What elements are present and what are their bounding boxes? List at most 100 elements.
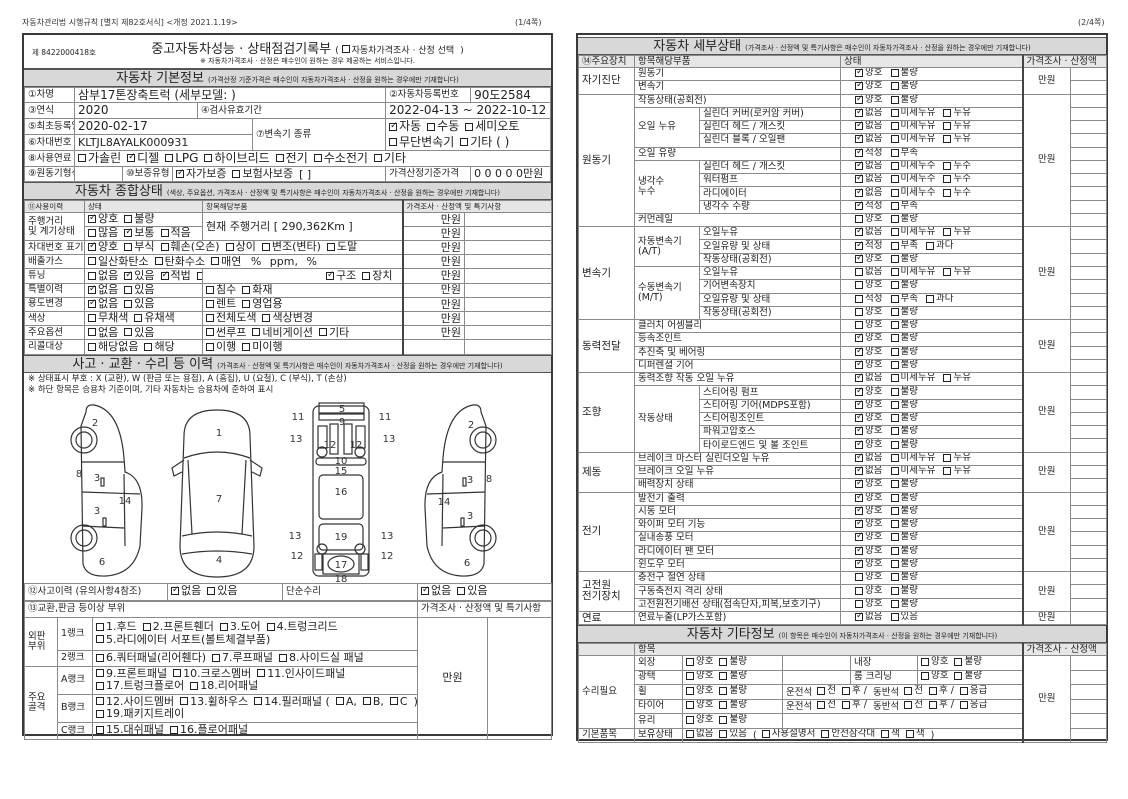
checkbox-unchecked-icon[interactable] xyxy=(841,701,850,710)
checkbox-checked-icon[interactable] xyxy=(855,148,864,157)
checkbox-option[interactable]: 후 / xyxy=(841,686,867,696)
checkbox-unchecked-icon[interactable] xyxy=(890,215,899,224)
checkbox-option[interactable]: 양호 xyxy=(88,242,118,253)
checkbox-unchecked-icon[interactable] xyxy=(719,715,728,724)
checkbox-option[interactable]: 전기 xyxy=(275,152,308,165)
checkbox-unchecked-icon[interactable] xyxy=(207,587,216,596)
checkbox-option[interactable]: 보통 xyxy=(124,228,155,239)
checkbox-unchecked-icon[interactable] xyxy=(890,613,899,622)
checkbox-option[interactable]: 도말 xyxy=(326,242,357,253)
checkbox-option[interactable]: 후 / xyxy=(928,700,954,710)
checkbox-unchecked-icon[interactable] xyxy=(196,271,202,280)
checkbox-option[interactable]: 무단변속기 xyxy=(389,136,454,149)
checkbox-unchecked-icon[interactable] xyxy=(124,328,133,337)
checkbox-option[interactable]: 렌트 xyxy=(206,298,236,309)
checkbox-unchecked-icon[interactable] xyxy=(389,138,398,147)
checkbox-unchecked-icon[interactable] xyxy=(855,215,864,224)
checkbox-unchecked-icon[interactable] xyxy=(928,686,937,695)
checkbox-checked-icon[interactable] xyxy=(855,374,864,383)
checkbox-unchecked-icon[interactable] xyxy=(88,257,96,266)
checkbox-option[interactable]: 자동차가격조사 · 산정 선택 xyxy=(341,43,454,56)
checkbox-unchecked-icon[interactable] xyxy=(341,45,350,53)
checkbox-unchecked-icon[interactable] xyxy=(261,243,270,252)
checkbox-unchecked-icon[interactable] xyxy=(954,657,963,666)
checkbox-unchecked-icon[interactable] xyxy=(890,347,899,356)
checkbox-checked-icon[interactable] xyxy=(855,466,864,476)
checkbox-option[interactable]: 적정 xyxy=(855,294,883,304)
checkbox-checked-icon[interactable] xyxy=(855,69,864,78)
checkbox-option[interactable]: 양호 xyxy=(855,82,883,92)
checkbox-option[interactable]: 8.사이드실 패널 xyxy=(279,652,364,664)
checkbox-unchecked-icon[interactable] xyxy=(855,268,864,277)
checkbox-checked-icon[interactable] xyxy=(326,270,335,280)
checkbox-checked-icon[interactable] xyxy=(855,480,864,489)
checkbox-unchecked-icon[interactable] xyxy=(890,400,899,409)
price-survey-option[interactable]: 자동차가격조사 · 산정 선택 xyxy=(341,43,461,56)
checkbox-option[interactable]: 구조 xyxy=(326,270,356,281)
checkbox-option[interactable]: 없음 xyxy=(88,270,118,281)
checkbox-unchecked-icon[interactable] xyxy=(389,697,398,706)
checkbox-option[interactable]: 부식 xyxy=(124,242,155,253)
checkbox-option[interactable]: 양호 xyxy=(855,387,883,397)
checkbox-option[interactable]: 양호 xyxy=(855,334,883,344)
checkbox-checked-icon[interactable] xyxy=(855,135,864,144)
checkbox-checked-icon[interactable] xyxy=(389,121,398,131)
checkbox-unchecked-icon[interactable] xyxy=(686,672,694,681)
checkbox-option[interactable]: 11.인사이드패널 xyxy=(257,668,345,680)
checkbox-unchecked-icon[interactable] xyxy=(890,268,899,277)
checkbox-option[interactable]: 있음 xyxy=(457,585,488,597)
checkbox-option[interactable]: 불량 xyxy=(719,657,747,667)
checkbox-option[interactable]: 양호 xyxy=(686,686,713,696)
checkbox-option[interactable]: 없음 xyxy=(855,466,883,476)
checkbox-option[interactable]: 전 xyxy=(817,686,836,696)
checkbox-unchecked-icon[interactable] xyxy=(335,697,344,706)
checkbox-unchecked-icon[interactable] xyxy=(928,701,937,710)
checkbox-unchecked-icon[interactable] xyxy=(465,122,474,131)
checkbox-option[interactable]: 변조(변타) xyxy=(261,242,321,253)
checkbox-option[interactable]: 불량 xyxy=(890,573,918,583)
checkbox-option[interactable]: 불량 xyxy=(890,321,918,331)
checkbox-unchecked-icon[interactable] xyxy=(890,148,899,157)
checkbox-option[interactable]: 15.대쉬패널 xyxy=(96,724,164,736)
checkbox-option[interactable]: 불량 xyxy=(954,657,982,667)
checkbox-checked-icon[interactable] xyxy=(124,270,133,280)
checkbox-unchecked-icon[interactable] xyxy=(326,243,335,252)
checkbox-unchecked-icon[interactable] xyxy=(890,467,899,476)
checkbox-checked-icon[interactable] xyxy=(855,612,864,622)
checkbox-option[interactable]: 불량 xyxy=(890,427,918,437)
checkbox-option[interactable]: 누유 xyxy=(943,228,971,238)
checkbox-option[interactable]: 누유 xyxy=(943,135,971,145)
checkbox-unchecked-icon[interactable] xyxy=(890,427,899,436)
checkbox-option[interactable]: 불량 xyxy=(890,533,918,543)
checkbox-unchecked-icon[interactable] xyxy=(890,241,899,250)
checkbox-unchecked-icon[interactable] xyxy=(855,321,864,330)
checkbox-unchecked-icon[interactable] xyxy=(943,453,952,462)
checkbox-unchecked-icon[interactable] xyxy=(219,622,228,631)
checkbox-option[interactable]: 수소전기 xyxy=(313,152,368,165)
checkbox-option[interactable]: 13.휠하우스 xyxy=(180,696,248,708)
checkbox-option[interactable]: 19.패키지트레이 xyxy=(96,708,184,720)
checkbox-option[interactable]: 양호 xyxy=(855,533,883,543)
checkbox-option[interactable]: 3.도어 xyxy=(219,621,261,633)
checkbox-unchecked-icon[interactable] xyxy=(890,387,899,396)
checkbox-unchecked-icon[interactable] xyxy=(160,243,169,252)
checkbox-unchecked-icon[interactable] xyxy=(124,215,133,224)
checkbox-option[interactable]: 이행 xyxy=(206,341,236,352)
checkbox-option[interactable]: 없음 xyxy=(88,284,118,295)
checkbox-unchecked-icon[interactable] xyxy=(890,493,899,502)
checkbox-option[interactable]: 화재 xyxy=(242,284,273,295)
checkbox-unchecked-icon[interactable] xyxy=(943,467,952,476)
checkbox-option[interactable]: 과다 xyxy=(925,294,953,304)
checkbox-option[interactable]: 있음 xyxy=(124,327,155,338)
checkbox-checked-icon[interactable] xyxy=(855,506,864,515)
checkbox-option[interactable]: 불법 xyxy=(196,270,202,281)
checkbox-option[interactable]: 미세누유 xyxy=(890,228,935,238)
checkbox-unchecked-icon[interactable] xyxy=(686,701,694,710)
checkbox-checked-icon[interactable] xyxy=(855,453,864,462)
checkbox-option[interactable]: 16.플로어패널 xyxy=(169,724,248,736)
checkbox-option[interactable]: 미이행 xyxy=(242,341,283,352)
checkbox-option[interactable]: 양호 xyxy=(855,214,883,224)
checkbox-option[interactable]: 기타 ( ) xyxy=(460,136,509,149)
checkbox-option[interactable]: 양호 xyxy=(921,671,948,681)
checkbox-checked-icon[interactable] xyxy=(124,228,133,238)
